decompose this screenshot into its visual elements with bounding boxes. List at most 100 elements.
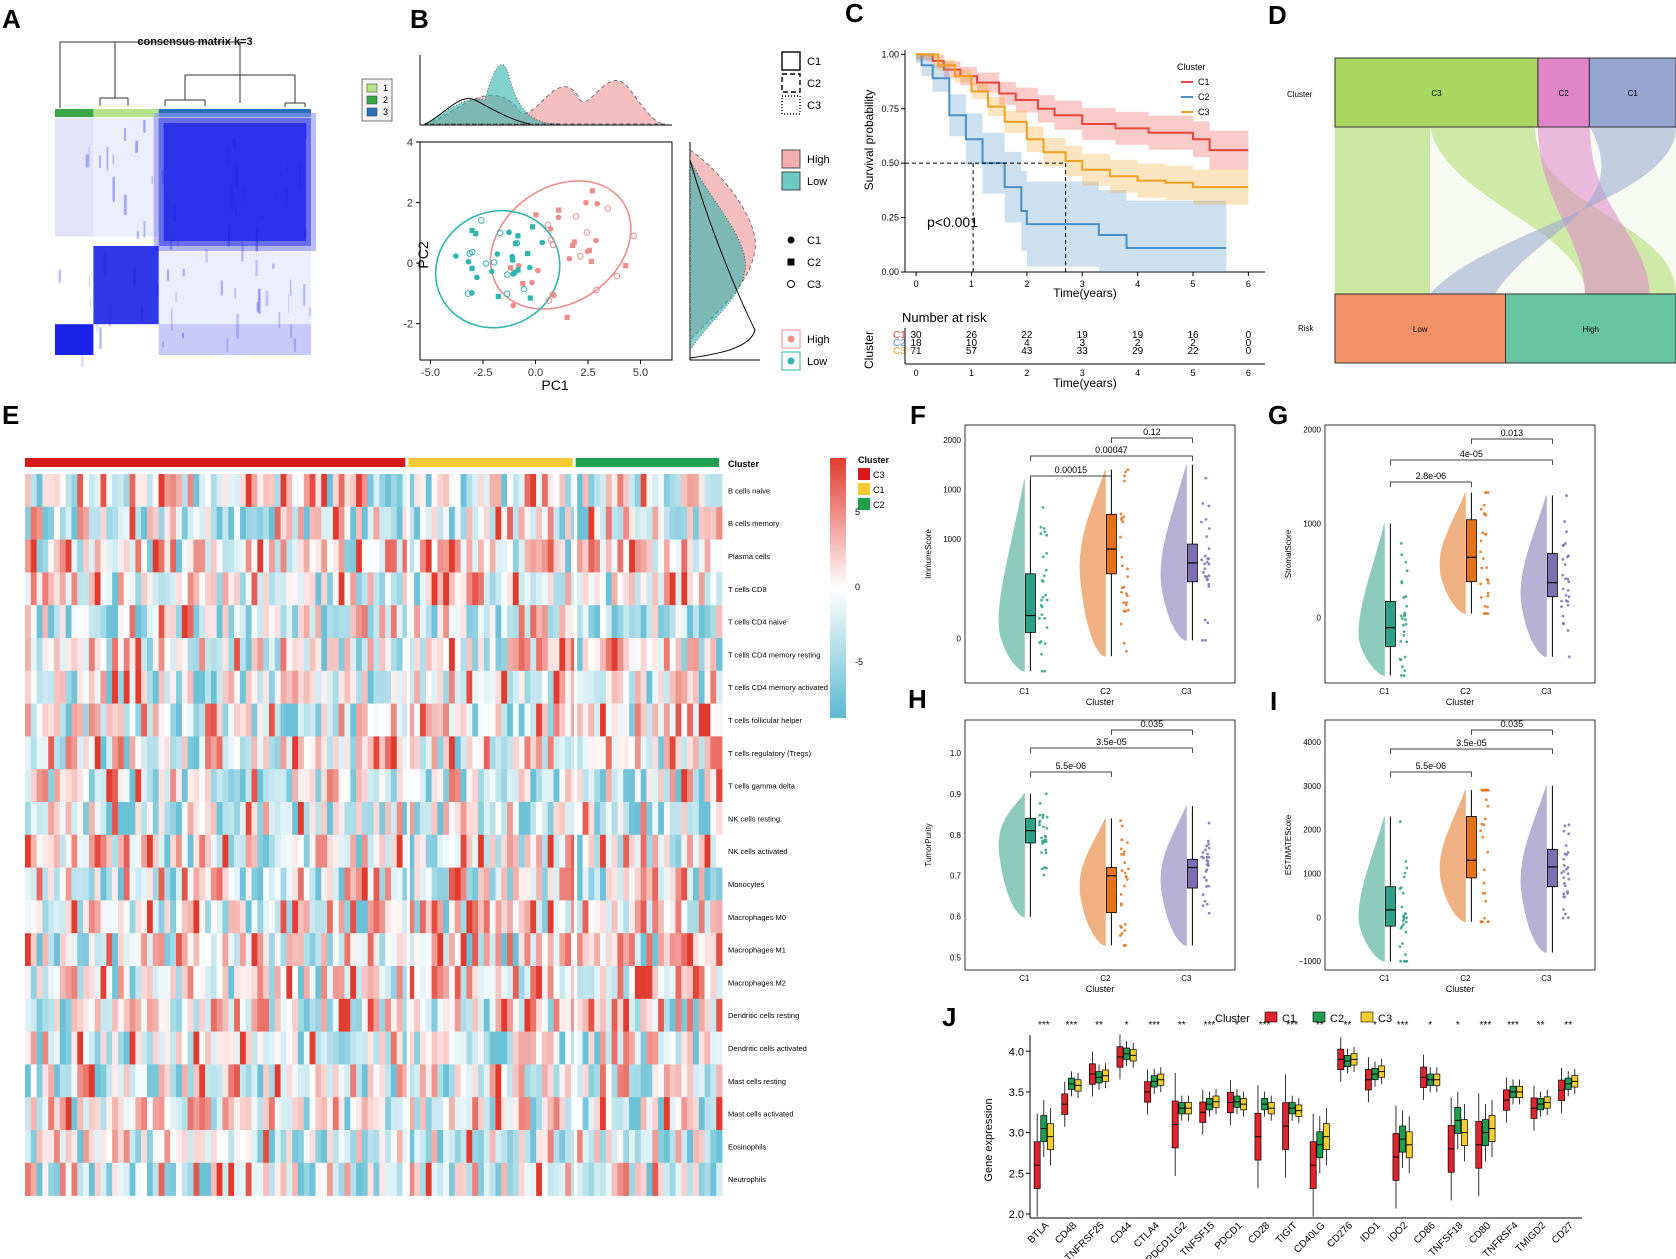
heatmap-cell <box>77 703 84 737</box>
heatmap-cell <box>59 506 67 540</box>
heatmap-cell <box>71 1064 78 1098</box>
heatmap-cell <box>379 933 386 967</box>
heatmap-cell <box>623 572 630 606</box>
heatmap-cell <box>321 539 328 573</box>
heatmap-cell <box>77 1162 84 1196</box>
heatmap-cell <box>390 474 398 508</box>
heatmap-cell <box>431 900 438 934</box>
heatmap-cell <box>152 1097 159 1131</box>
risk-cell: 3 <box>1079 338 1085 349</box>
heatmap-cell <box>36 474 43 508</box>
heatmap-cell <box>373 703 380 737</box>
risk-x-axis-label: Time(years) <box>1053 376 1117 390</box>
heatmap-cell <box>309 933 316 967</box>
heatmap-cell <box>652 1064 659 1098</box>
heatmap-cell <box>257 900 264 934</box>
heatmap-cell <box>373 1031 380 1065</box>
heatmap-cell <box>379 736 386 770</box>
heatmap-cell <box>512 1162 520 1196</box>
heatmap-cell <box>454 736 462 770</box>
heatmap-cell <box>698 900 705 934</box>
heatmap-cell <box>112 1031 119 1065</box>
heatmap-cell <box>698 867 705 901</box>
heatmap-cell <box>30 703 38 737</box>
heatmap-cell <box>419 539 427 573</box>
jitter-point <box>1040 598 1043 602</box>
heatmap-cell <box>646 736 653 770</box>
heatmap-cell <box>117 1130 125 1164</box>
heatmap-cell <box>141 539 148 573</box>
heatmap-cell <box>88 1064 96 1098</box>
alluvial-flow-c2 <box>1538 127 1650 294</box>
heatmap-cell <box>274 539 281 573</box>
heatmap-row-label: Eosinophils <box>728 1142 767 1151</box>
heatmap-cell <box>640 1162 647 1196</box>
heatmap-cell <box>30 539 38 573</box>
heatmap-cell <box>681 572 688 606</box>
jitter-point <box>1566 600 1570 603</box>
heatmap-cell <box>292 670 299 704</box>
heatmap-cell <box>437 802 444 836</box>
heatmap-cell <box>205 966 212 1000</box>
heatmap-cell <box>402 506 409 540</box>
heatmap-cell <box>332 638 340 672</box>
heatmap-cell <box>181 966 189 1000</box>
jitter-point <box>1405 604 1408 608</box>
heatmap-cell <box>658 998 665 1032</box>
matrix-noise <box>181 332 184 339</box>
heatmap-cell <box>402 900 409 934</box>
heatmap-cell <box>431 736 438 770</box>
heatmap-cell <box>716 474 723 508</box>
heatmap-cell <box>692 1064 700 1098</box>
jitter-point <box>1041 814 1045 817</box>
heatmap-cell <box>210 802 218 836</box>
heatmap-cell <box>454 1064 462 1098</box>
heatmap-cell <box>30 867 38 901</box>
heatmap-cell <box>669 867 676 901</box>
heatmap-cell <box>582 506 589 540</box>
heatmap-cell <box>396 802 403 836</box>
heatmap-cell <box>94 933 101 967</box>
pca-point <box>496 229 504 237</box>
heatmap-cell <box>228 572 235 606</box>
comparison-bracket <box>1030 771 1112 777</box>
heatmap-cell <box>25 1097 32 1131</box>
heatmap-cell <box>518 539 525 573</box>
heatmap-cell <box>629 998 636 1032</box>
heatmap-cell <box>292 1130 299 1164</box>
matrix-noise <box>136 231 139 239</box>
heatmap-cell <box>222 933 229 967</box>
heatmap-cell <box>94 1097 101 1131</box>
jitter-point <box>1206 839 1210 843</box>
jitter-point <box>1207 585 1211 588</box>
heatmap-cell <box>512 474 520 508</box>
heatmap-cell <box>518 506 525 540</box>
matrix-noise <box>226 338 229 353</box>
jitter-point <box>1205 863 1209 866</box>
heatmap-cell <box>268 1064 276 1098</box>
heatmap-cell <box>228 474 235 508</box>
heatmap-cell <box>158 900 165 934</box>
heatmap-cell <box>36 998 43 1032</box>
stratum-bottom-low <box>1334 293 1506 364</box>
heatmap-cell <box>321 1097 328 1131</box>
heatmap-cell <box>48 670 55 704</box>
heatmap-cell <box>297 506 305 540</box>
heatmap-cell <box>402 867 409 901</box>
heatmap-cell <box>187 900 194 934</box>
heatmap-cell <box>36 802 43 836</box>
heatmap-cell <box>617 572 624 606</box>
heatmap-cell <box>210 1162 218 1196</box>
risk-cell: 19 <box>1132 330 1144 341</box>
heatmap-cell <box>286 638 293 672</box>
heatmap-cell <box>443 769 450 803</box>
heatmap-cell <box>536 539 543 573</box>
pca-frame <box>419 141 673 361</box>
heatmap-cell <box>396 1162 403 1196</box>
heatmap-cell <box>187 998 194 1032</box>
heatmap-cell <box>117 834 125 868</box>
heatmap-cell <box>123 802 130 836</box>
heatmap-cell <box>547 769 554 803</box>
jitter-point <box>1561 916 1565 920</box>
